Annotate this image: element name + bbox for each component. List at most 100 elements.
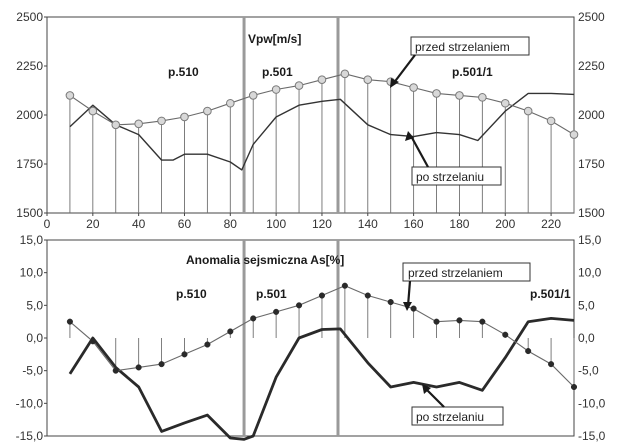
anomaly-before-arrow [406, 280, 412, 307]
vpw-before-point [546, 116, 556, 126]
vpw-before-arrowhead [390, 78, 399, 88]
vpw-region-510: p.510 [168, 65, 199, 79]
anomaly-before-point [456, 317, 463, 324]
vpw-before-point [271, 85, 281, 94]
vpw-before-point [111, 120, 121, 130]
anomaly-before-point [250, 315, 257, 322]
anomaly-y-tick-label-right: -10,0 [578, 396, 606, 410]
vpw-right-ticks: 1500 1750 2000 2250 2500 [578, 10, 605, 220]
vpw-before-point [409, 83, 418, 92]
anomaly-after-label-box [411, 406, 504, 426]
vpw-before-arrow [392, 54, 416, 85]
vpw-before-label: przed strzelaniem [415, 40, 510, 54]
vpw-x-ticks: 0 20 40 60 80 100 120 140 160 180 200 220 [44, 213, 561, 231]
vpw-region-501: p.501 [262, 65, 293, 79]
anomaly-before-label-box [402, 262, 531, 282]
anomaly-before-point [273, 308, 280, 315]
vpw-y-tick-label-right: 1500 [578, 206, 605, 220]
vpw-after-series [69, 92, 575, 171]
vpw-y-tick-label-right: 2000 [578, 108, 605, 122]
anomaly-after-line [68, 316, 575, 441]
anomaly-before-label: przed strzelaniem [408, 266, 503, 280]
anomaly-before-point [570, 383, 578, 391]
anomaly-right-ticks: -15,0 -10,0 -5,0 0,0 5,0 10,0 15,0 [578, 233, 606, 443]
anomaly-y-tick-label-left: -15,0 [16, 429, 44, 443]
anomaly-before-point [387, 299, 394, 306]
anomaly-boundary-lines [242, 240, 340, 436]
vpw-before-point [500, 98, 510, 108]
anomaly-region-5011: p.501/1 [530, 287, 571, 301]
vpw-after-label-box [411, 166, 502, 186]
anomaly-y-tick-label-left: -10,0 [16, 396, 44, 410]
vpw-x-tick-label: 220 [541, 217, 561, 231]
vpw-before-point [157, 116, 166, 126]
vpw-before-point [203, 106, 212, 116]
vpw-stems [69, 73, 575, 213]
vpw-before-point [317, 75, 327, 85]
anomaly-y-tick-label-right: -15,0 [578, 429, 606, 443]
vpw-y-tick-label-left: 2000 [16, 108, 43, 122]
anomaly-before-point [525, 348, 532, 355]
anomaly-region-510: p.510 [176, 287, 207, 301]
vpw-y-tick-label-right: 1750 [578, 157, 605, 171]
vpw-after-line [69, 92, 575, 171]
anomaly-before-point [341, 282, 348, 289]
vpw-title: Vpw[m/s] [248, 32, 301, 46]
vpw-x-tick-label: 0 [44, 217, 51, 231]
vpw-before-point [340, 69, 350, 79]
anomaly-y-tick-label-left: 15,0 [20, 233, 44, 247]
vpw-region-5011: p.501/1 [452, 65, 493, 79]
vpw-left-ticks: 1500 1750 2000 2250 2500 [16, 10, 47, 220]
vpw-before-point [226, 98, 235, 108]
vpw-x-tick-label: 100 [266, 217, 286, 231]
anomaly-before-point [318, 292, 326, 299]
vpw-y-tick-label-left: 1750 [16, 157, 43, 171]
vpw-x-tick-label: 120 [312, 217, 332, 231]
anomaly-y-tick-label-right: -5,0 [578, 364, 599, 378]
anomaly-after-arrowhead [422, 384, 431, 394]
vpw-before-series [65, 69, 579, 139]
anomaly-before-point [410, 305, 417, 312]
vpw-before-point [569, 130, 579, 139]
anomaly-before-point [502, 331, 509, 338]
vpw-before-point [432, 89, 441, 98]
vpw-x-tick-label: 60 [178, 217, 192, 231]
vpw-boundary-lines [242, 17, 340, 213]
vpw-before-point [180, 112, 189, 122]
vpw-y-tick-label-right: 2250 [578, 59, 605, 73]
vpw-after-label: po strzelaniu [416, 170, 484, 184]
anomaly-before-point [112, 367, 119, 374]
vpw-before-point [248, 91, 258, 100]
vpw-x-tick-label: 200 [495, 217, 515, 231]
anomaly-before-point [181, 351, 188, 358]
vpw-x-tick-label: 180 [449, 217, 469, 231]
vpw-y-tick-label-left: 2250 [16, 59, 43, 73]
vpw-before-label-box [410, 36, 530, 56]
anomaly-before-point [227, 328, 234, 335]
vpw-before-point [363, 75, 373, 85]
anomaly-y-tick-label-right: 5,0 [578, 298, 595, 312]
anomaly-before-series [66, 282, 578, 391]
vpw-before-point [65, 91, 75, 100]
vpw-y-tick-label-right: 2500 [578, 10, 605, 24]
vpw-before-point [134, 119, 143, 129]
anomaly-before-point [158, 361, 165, 368]
anomaly-panel: -15,0-10,0-5,00,05,010,015,0 -15,0-10,0-… [16, 233, 606, 443]
anomaly-after-series [68, 316, 575, 441]
anomaly-y-tick-label-left: 10,0 [20, 266, 44, 280]
vpw-x-tick-label: 40 [132, 217, 146, 231]
vpw-x-tick-label: 20 [86, 217, 100, 231]
vpw-after-arrowhead [405, 131, 414, 141]
vpw-after-arrow [410, 135, 429, 168]
anomaly-left-ticks: -15,0 -10,0 -5,0 0,0 5,0 10,0 15,0 [16, 233, 47, 443]
vpw-before-point [455, 91, 464, 100]
vpw-y-tick-label-left: 1500 [16, 206, 43, 220]
anomaly-y-tick-label-left: 5,0 [26, 298, 43, 312]
anomaly-after-label: po strzelaniu [416, 410, 484, 424]
vpw-before-point [88, 106, 98, 116]
anomaly-y-tick-label-left: 0,0 [26, 331, 43, 345]
anomaly-before-point [364, 292, 371, 299]
anomaly-y-tick-label-left: -5,0 [22, 364, 43, 378]
